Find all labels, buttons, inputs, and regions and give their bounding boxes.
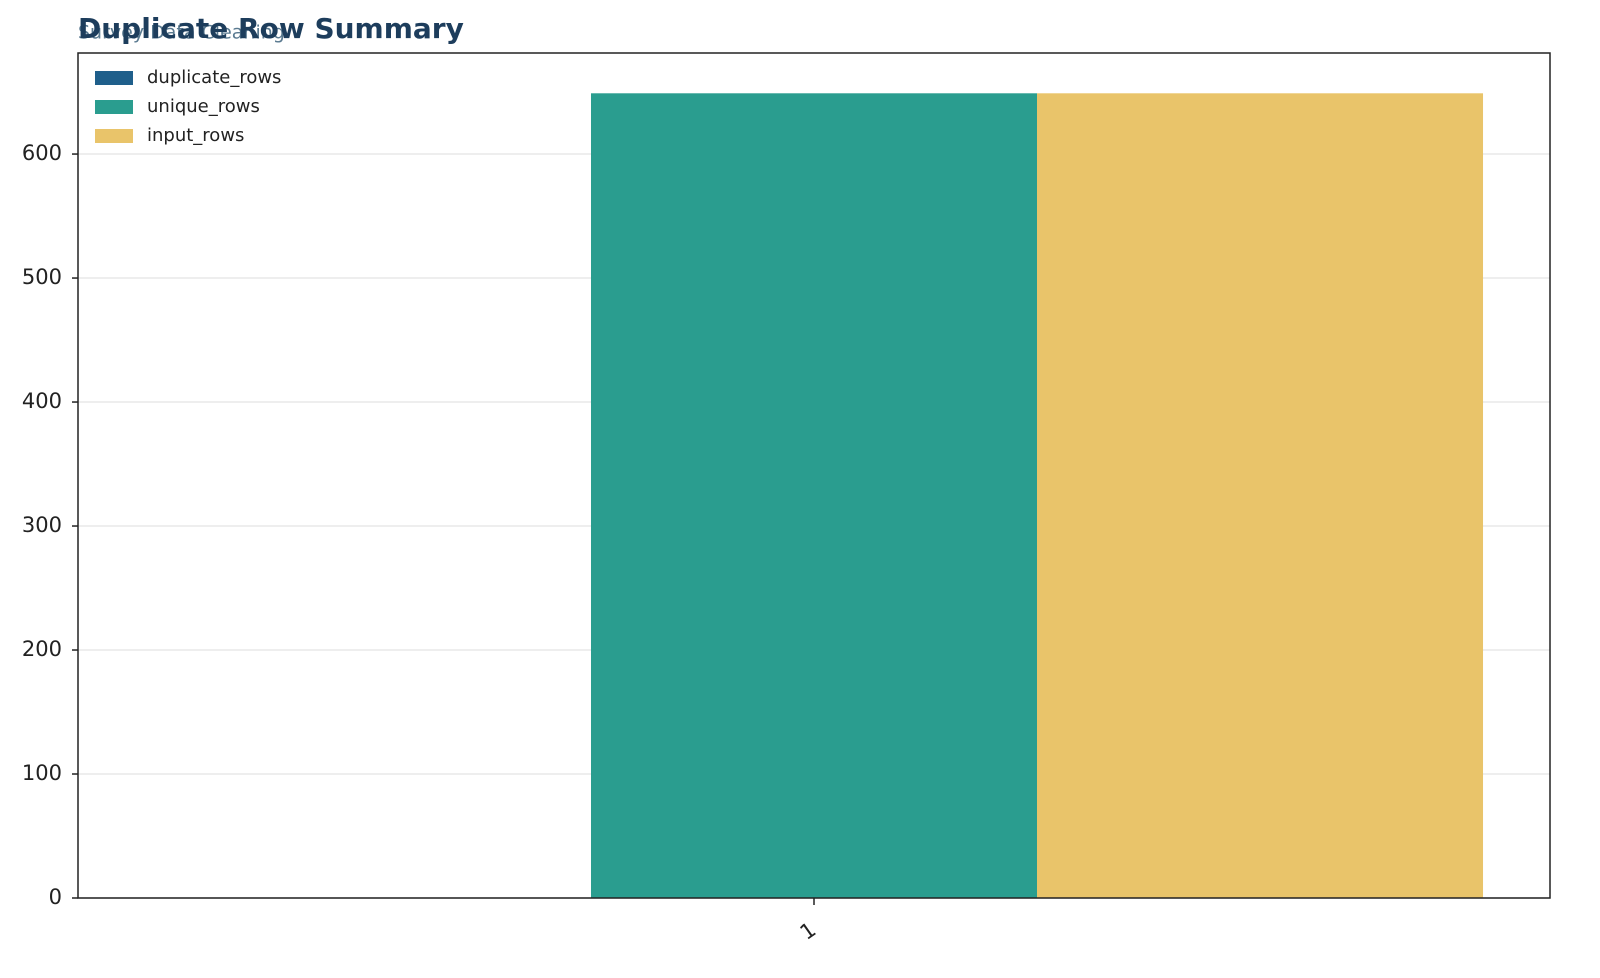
x-tick-label: 1 xyxy=(796,917,821,944)
y-tick-label: 400 xyxy=(22,389,62,413)
chart-title: Duplicate Row Summary xyxy=(78,12,464,45)
bar xyxy=(590,93,1038,899)
bar xyxy=(1037,93,1484,899)
y-tick-label: 500 xyxy=(22,265,62,289)
y-tick-label: 0 xyxy=(49,885,62,909)
legend-label: unique_rows xyxy=(147,96,260,117)
legend-swatch xyxy=(95,71,133,85)
y-tick-label: 300 xyxy=(22,513,62,537)
y-tick-label: 200 xyxy=(22,637,62,661)
legend-swatch xyxy=(95,100,133,114)
y-tick-label: 600 xyxy=(22,141,62,165)
legend: duplicate_rows unique_rows input_rows xyxy=(95,67,281,146)
legend-label: duplicate_rows xyxy=(147,67,281,88)
bars xyxy=(590,93,1484,899)
y-tick-label: 100 xyxy=(22,761,62,785)
legend-swatch xyxy=(95,129,133,143)
legend-label: input_rows xyxy=(147,125,244,146)
chart-subtitle: Survey Data Cleaning xyxy=(78,22,285,44)
